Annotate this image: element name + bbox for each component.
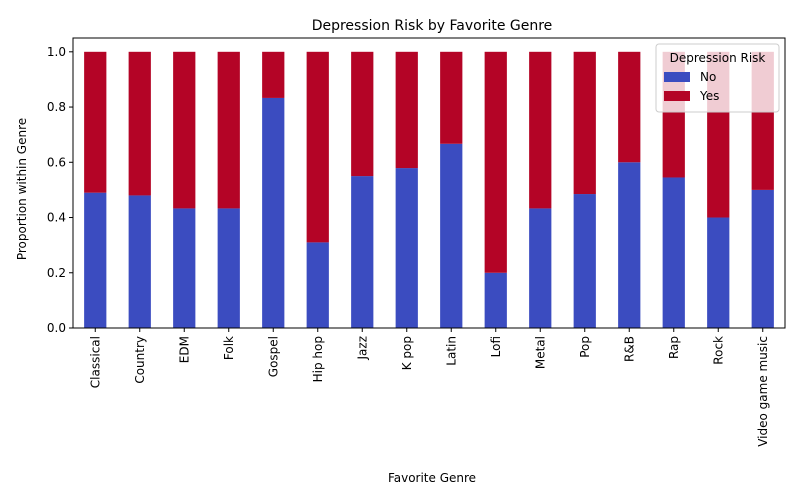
legend-swatch-no: [664, 72, 690, 82]
bars-group: [84, 51, 774, 328]
y-ticks-group: 0.0 0.2 0.4 0.6 0.8 1.0: [47, 45, 73, 335]
bar-yes-11: [573, 51, 596, 195]
x-tick-label-13: Rap: [667, 336, 681, 359]
x-tick-label-12: R&B: [622, 336, 636, 362]
x-tick-label-14: Rock: [711, 336, 725, 365]
x-tick-label-8: Latin: [444, 336, 458, 366]
bar-no-10: [529, 208, 552, 328]
y-tick-label-0: 0.0: [47, 321, 66, 335]
x-tick-label-2: EDM: [177, 336, 191, 363]
bar-yes-10: [529, 51, 552, 209]
x-tick-label-5: Hip hop: [311, 336, 325, 382]
legend-label-no: No: [700, 70, 716, 84]
bar-no-1: [128, 195, 151, 328]
x-tick-label-0: Classical: [88, 336, 102, 388]
y-tick-label-3: 0.6: [47, 155, 66, 169]
x-ticks-group: Classical Country EDM Folk Gospel Hip hop Jazz…: [88, 328, 770, 447]
legend-label-yes: Yes: [699, 89, 719, 103]
y-axis-label: Proportion within Genre: [15, 118, 29, 260]
bar-no-2: [173, 208, 196, 328]
bar-no-15: [751, 189, 774, 328]
legend-title: Depression Risk: [670, 51, 766, 65]
x-tick-label-7: K pop: [400, 336, 414, 370]
x-tick-label-15: Video game music: [756, 336, 770, 447]
y-tick-label-1: 0.2: [47, 266, 66, 280]
bar-yes-5: [306, 51, 329, 243]
y-tick-label-4: 0.8: [47, 100, 66, 114]
bar-yes-7: [395, 51, 418, 169]
bar-yes-9: [484, 51, 507, 273]
bar-no-9: [484, 272, 507, 328]
x-tick-label-10: Metal: [533, 336, 547, 369]
y-tick-label-2: 0.4: [47, 211, 66, 225]
bar-yes-0: [84, 51, 107, 193]
bar-yes-12: [618, 51, 641, 163]
chart-title: Depression Risk by Favorite Genre: [312, 18, 553, 34]
bar-no-12: [618, 162, 641, 328]
x-tick-label-3: Folk: [222, 336, 236, 360]
bar-yes-6: [351, 51, 374, 177]
bar-yes-8: [440, 51, 463, 144]
bar-yes-4: [262, 51, 285, 98]
bar-no-6: [351, 176, 374, 328]
y-tick-label-5: 1.0: [47, 45, 66, 59]
legend-swatch-yes: [664, 91, 690, 101]
bar-yes-2: [173, 51, 196, 209]
x-tick-label-6: Jazz: [355, 336, 369, 361]
x-tick-label-11: Pop: [578, 336, 592, 358]
bar-no-0: [84, 192, 107, 328]
x-tick-label-4: Gospel: [266, 336, 280, 377]
x-tick-label-1: Country: [133, 336, 147, 384]
x-axis-label: Favorite Genre: [388, 471, 476, 485]
bar-no-7: [395, 168, 418, 328]
bar-no-13: [662, 177, 685, 328]
plot-frame: [72, 37, 786, 329]
bar-no-4: [262, 97, 285, 328]
bar-yes-3: [217, 51, 240, 209]
bar-no-14: [707, 217, 730, 328]
bar-no-3: [217, 208, 240, 328]
legend: Depression Risk No Yes: [655, 43, 780, 113]
bar-no-11: [573, 194, 596, 328]
bar-no-5: [306, 242, 329, 328]
bar-yes-1: [128, 51, 151, 196]
x-tick-label-9: Lofi: [489, 336, 503, 357]
bar-no-8: [440, 143, 463, 328]
